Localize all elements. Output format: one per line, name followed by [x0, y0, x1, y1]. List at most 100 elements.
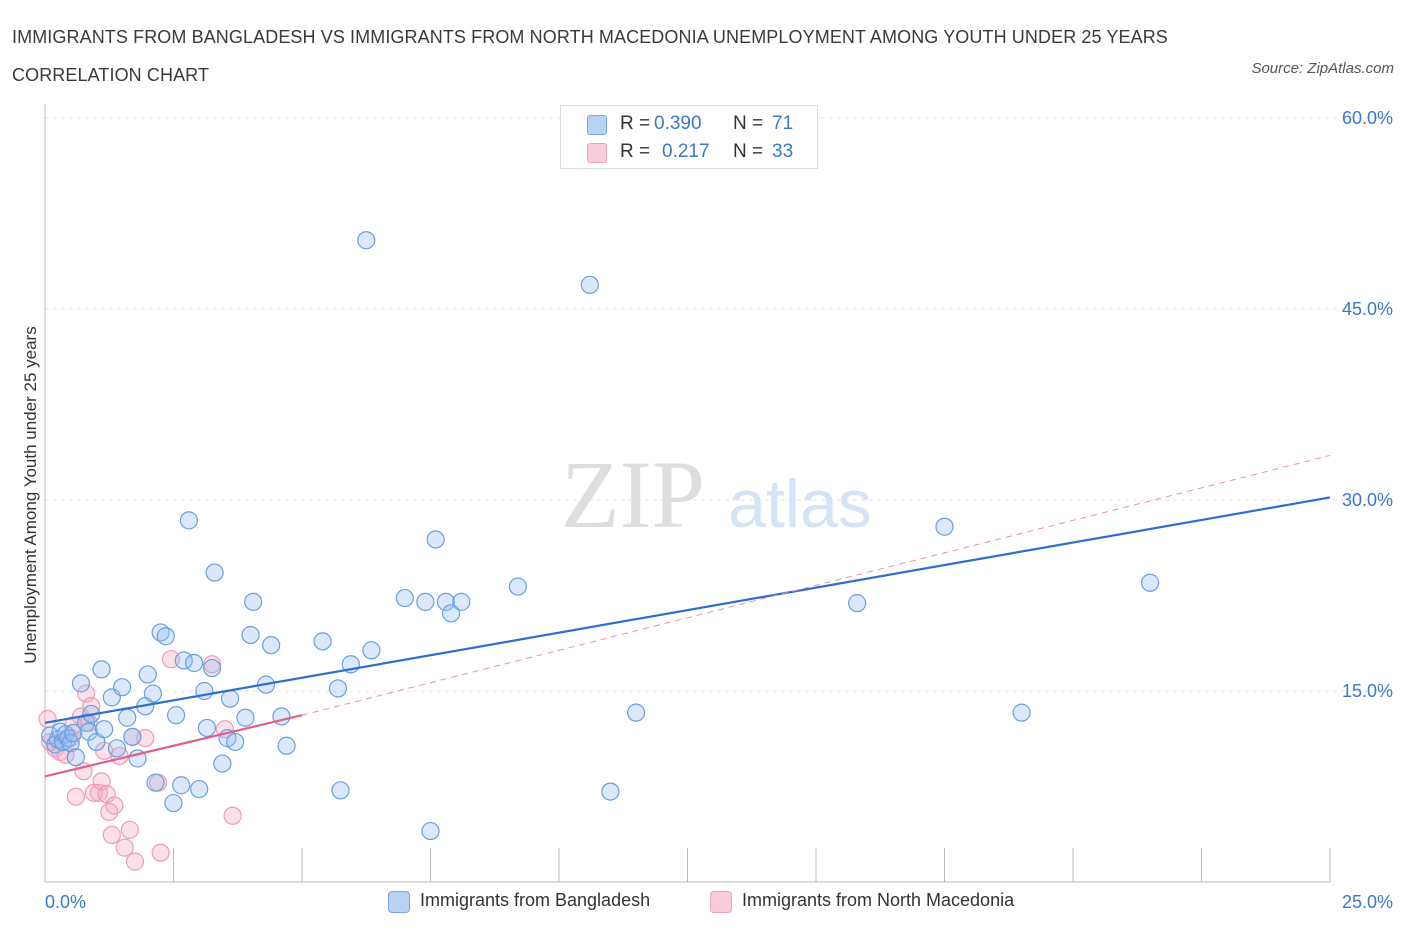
y-tick-label: 45.0%	[1342, 299, 1393, 319]
point-bangladesh	[436, 592, 456, 611]
trend-lines	[44, 454, 1331, 778]
point-north-macedonia	[89, 783, 109, 802]
point-bangladesh	[220, 689, 240, 708]
legend-n-label: N =	[733, 141, 764, 162]
point-bangladesh	[71, 674, 91, 693]
point-north-macedonia	[223, 806, 242, 825]
point-bangladesh	[313, 632, 332, 651]
point-bangladesh	[123, 727, 142, 746]
y-tick-label: 60.0%	[1342, 108, 1393, 128]
legend-r-value: 0.390	[654, 113, 702, 134]
point-bangladesh	[66, 748, 85, 767]
point-bangladesh	[441, 604, 461, 623]
legend-n-value: 33	[772, 141, 794, 162]
point-bangladesh	[172, 776, 191, 795]
point-bangladesh	[1140, 573, 1160, 592]
point-bangladesh	[226, 732, 245, 752]
watermark-zip: ZIP	[561, 441, 705, 548]
point-bangladesh	[626, 703, 646, 722]
point-bangladesh	[213, 754, 232, 773]
point-north-macedonia	[202, 655, 222, 674]
point-bangladesh	[64, 723, 83, 743]
point-bangladesh	[601, 782, 620, 801]
point-bangladesh	[156, 627, 175, 646]
point-bangladesh	[262, 636, 281, 655]
point-bangladesh	[59, 729, 78, 748]
point-north-macedonia	[105, 796, 124, 815]
point-bangladesh	[112, 678, 132, 697]
point-bangladesh	[328, 679, 348, 698]
point-bangladesh	[202, 658, 222, 678]
trend-line-bangladesh	[44, 496, 1331, 724]
point-north-macedonia	[66, 787, 85, 806]
point-bangladesh	[118, 708, 137, 727]
bottom-legend-swatch-bangladesh	[388, 891, 410, 913]
point-bangladesh	[331, 781, 350, 800]
legend-r-label: R =	[620, 141, 651, 162]
bottom-legend-label: Immigrants from North Macedonia	[742, 890, 1015, 910]
watermark-atlas: atlas	[728, 466, 872, 542]
point-north-macedonia	[161, 650, 181, 669]
point-north-macedonia	[102, 825, 121, 844]
chart-title: IMMIGRANTS FROM BANGLADESH VS IMMIGRANTS…	[12, 27, 1168, 85]
point-bangladesh	[205, 563, 224, 582]
tick-labels: 15.0% 30.0% 45.0% 60.0% 0.0% 25.0%	[45, 108, 1393, 912]
point-bangladesh	[508, 577, 527, 596]
point-bangladesh	[395, 588, 414, 608]
point-north-macedonia	[38, 709, 57, 729]
point-north-macedonia	[115, 838, 134, 857]
point-bangladesh	[107, 739, 127, 758]
point-north-macedonia	[151, 843, 170, 862]
source-label: Source: ZipAtlas.com	[1251, 60, 1394, 77]
point-bangladesh	[164, 793, 183, 813]
watermark: ZIP atlas	[561, 441, 872, 548]
legend-r-value: 0.217	[662, 141, 710, 162]
legend-swatch-macedonia	[587, 143, 607, 163]
point-north-macedonia	[136, 729, 155, 748]
y-tick-label: 30.0%	[1342, 490, 1393, 510]
correlation-legend: R = 0.390 N = 71 R = 0.217 N = 33	[560, 105, 818, 169]
legend-r-label: R =	[620, 113, 651, 134]
point-bangladesh	[452, 592, 471, 611]
point-bangladesh	[357, 231, 376, 250]
point-north-macedonia	[120, 820, 139, 839]
point-bangladesh	[1012, 703, 1031, 722]
series-bangladesh	[41, 231, 1160, 841]
point-bangladesh	[362, 641, 381, 660]
point-bangladesh	[580, 275, 599, 294]
point-bangladesh	[92, 660, 111, 679]
point-bangladesh	[426, 530, 445, 549]
point-bangladesh	[197, 718, 217, 738]
legend-swatch-bangladesh	[587, 115, 607, 135]
point-bangladesh	[421, 821, 440, 841]
x-tick-label: 0.0%	[45, 892, 86, 912]
point-bangladesh	[935, 517, 954, 536]
point-bangladesh	[95, 720, 114, 739]
point-bangladesh	[184, 653, 204, 673]
point-bangladesh	[244, 592, 263, 611]
trend-line-macedonia	[44, 714, 303, 778]
point-bangladesh	[166, 706, 186, 725]
bottom-legend-label: Immigrants from Bangladesh	[420, 890, 651, 910]
axes	[44, 104, 1331, 883]
y-axis-label: Unemployment Among Youth under 25 years	[21, 326, 40, 664]
point-bangladesh	[179, 511, 199, 530]
point-bangladesh	[241, 625, 260, 645]
point-bangladesh	[79, 722, 98, 741]
point-bangladesh	[146, 773, 165, 792]
trend-line-macedonia-extension	[301, 454, 1331, 716]
x-tick-label: 25.0%	[1342, 892, 1393, 912]
point-bangladesh	[138, 665, 157, 684]
point-bangladesh	[277, 736, 296, 755]
legend-n-value: 71	[772, 113, 794, 134]
bottom-legend-swatch-macedonia	[710, 891, 732, 913]
legend-n-label: N =	[733, 113, 764, 134]
y-tick-label: 15.0%	[1342, 681, 1393, 701]
point-bangladesh	[190, 779, 209, 799]
point-bangladesh	[848, 594, 867, 613]
point-bangladesh	[416, 592, 435, 611]
point-bangladesh	[143, 684, 163, 703]
point-north-macedonia	[125, 852, 145, 871]
point-bangladesh	[236, 708, 255, 727]
